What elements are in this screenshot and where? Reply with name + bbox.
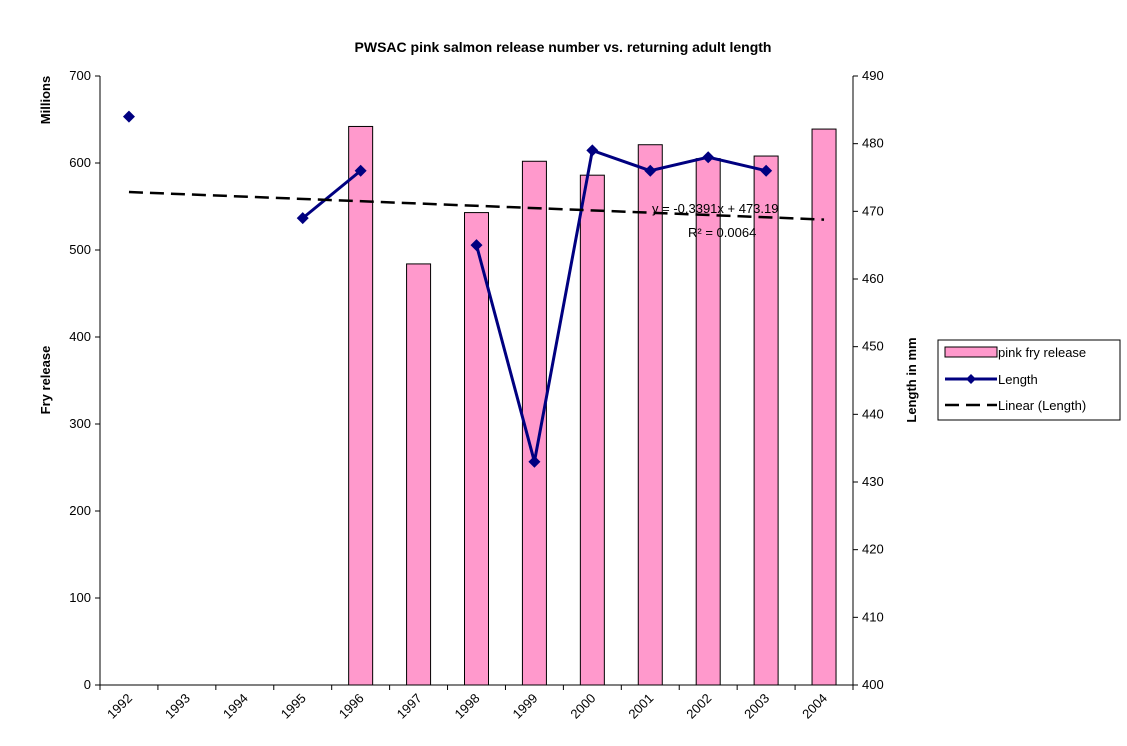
x-tick-label: 1992 [104, 691, 135, 722]
marker [296, 212, 309, 225]
y-tick-label: 300 [69, 416, 91, 431]
y-tick-label: 400 [69, 329, 91, 344]
marker [644, 164, 657, 177]
legend-marker [966, 374, 976, 384]
marker [528, 455, 541, 468]
x-tick-label: 1997 [394, 691, 425, 722]
bar [406, 263, 432, 686]
chart-title: PWSAC pink salmon release number vs. ret… [355, 39, 772, 55]
x-tick-label: 1999 [509, 691, 540, 722]
y2-tick-label: 410 [862, 609, 884, 624]
marker [760, 164, 773, 177]
x-tick-label: 2003 [741, 691, 772, 722]
x-tick-label: 1993 [162, 691, 193, 722]
trendline-r2: R² = 0.0064 [688, 225, 756, 240]
legend-swatch [944, 346, 998, 358]
marker [702, 151, 715, 164]
marker [586, 144, 599, 157]
bar [695, 158, 721, 686]
x-tick-label: 1994 [220, 691, 251, 722]
x-tick-label: 2001 [625, 691, 656, 722]
x-tick-label: 2000 [567, 691, 598, 722]
y-tick-label: 600 [69, 155, 91, 170]
x-tick-label: 1996 [336, 691, 367, 722]
y2-axis-title: Length in mm [904, 337, 919, 422]
y-unit-label: Millions [38, 76, 53, 124]
y2-tick-label: 450 [862, 339, 884, 354]
x-tick-label: 2002 [683, 691, 714, 722]
y-tick-label: 700 [69, 68, 91, 83]
bar [579, 174, 605, 686]
trendline [128, 190, 825, 221]
bar [753, 155, 779, 686]
legend-label: Length [998, 372, 1038, 387]
y2-tick-label: 480 [862, 136, 884, 151]
y2-tick-label: 420 [862, 542, 884, 557]
x-tick-label: 2004 [799, 691, 830, 722]
x-tick-label: 1995 [278, 691, 309, 722]
y-tick-label: 0 [84, 677, 91, 692]
legend-label: Linear (Length) [998, 398, 1086, 413]
y2-tick-label: 490 [862, 68, 884, 83]
bar [811, 128, 837, 686]
y2-tick-label: 430 [862, 474, 884, 489]
bar [637, 144, 663, 686]
y-tick-label: 500 [69, 242, 91, 257]
y-axis-title: Fry release [38, 346, 53, 415]
marker [354, 164, 367, 177]
y2-tick-label: 400 [862, 677, 884, 692]
line-segment [475, 148, 767, 463]
line-segment [301, 169, 362, 220]
x-tick-label: 1998 [452, 691, 483, 722]
y-tick-label: 100 [69, 590, 91, 605]
trendline-equation: y = -0.3391x + 473.19 [652, 201, 778, 216]
y-tick-label: 200 [69, 503, 91, 518]
marker [122, 110, 135, 123]
y2-tick-label: 460 [862, 271, 884, 286]
bar [348, 125, 374, 686]
legend-label: pink fry release [998, 345, 1086, 360]
marker [470, 239, 483, 252]
y2-tick-label: 440 [862, 406, 884, 421]
y2-tick-label: 470 [862, 203, 884, 218]
bar [464, 212, 489, 686]
